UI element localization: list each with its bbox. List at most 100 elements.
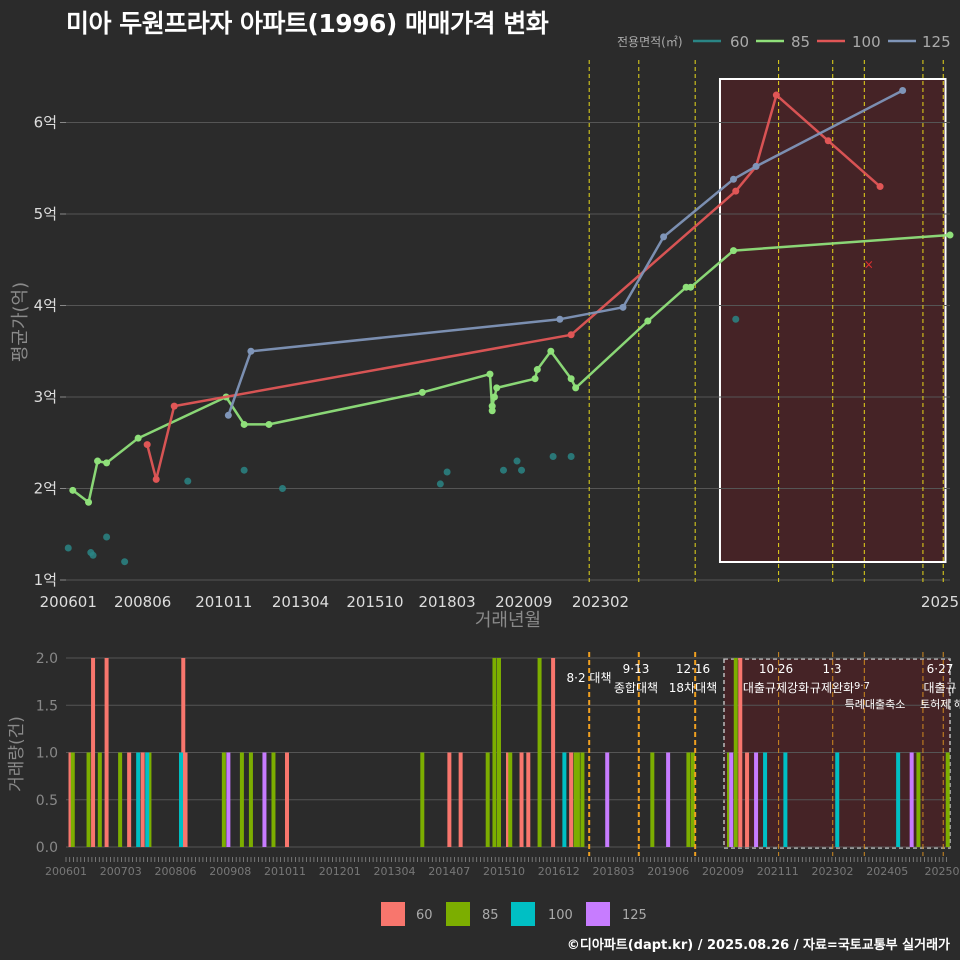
data-point-100 (152, 475, 160, 483)
volume-bar-100 (136, 752, 141, 847)
data-point-85 (85, 498, 93, 506)
volume-x-tick-label: 201510 (483, 865, 525, 878)
volume-bar-60 (447, 752, 452, 847)
bar-legend-swatch-60 (381, 902, 405, 926)
volume-x-tick-label: 201407 (428, 865, 470, 878)
policy-label: 대출규제강화 (743, 681, 809, 695)
volume-bar-85 (508, 752, 513, 847)
policy-label: 특례대출축소 (845, 698, 906, 711)
volume-bar-85 (485, 752, 490, 847)
volume-x-tick-label: 200908 (209, 865, 251, 878)
data-point-60 (443, 468, 451, 476)
volume-bar-85 (945, 752, 950, 847)
volume-bar-85 (147, 752, 152, 847)
data-point-100 (876, 183, 884, 191)
volume-y-tick-label: 1.5 (36, 698, 58, 714)
data-point-85 (488, 402, 496, 410)
data-point-60 (518, 466, 526, 474)
volume-x-tick-label: 201803 (593, 865, 635, 878)
legend-label-85: 85 (791, 33, 810, 51)
price-x-tick-label: 201011 (195, 593, 252, 611)
policy-label: 종합대책 (614, 680, 658, 695)
volume-bar-85 (690, 752, 695, 847)
price-chart: 1억 2억 3억 4억 5억 6억 200601 200806 201011 201304 201… (10, 58, 959, 631)
volume-x-tick-label: 20250 (925, 865, 960, 878)
price-policy-lines (588, 60, 944, 582)
volume-bar-60 (68, 752, 73, 847)
data-point-85 (533, 366, 541, 374)
data-point-85 (486, 370, 494, 378)
volume-bar-85 (86, 752, 91, 847)
volume-bar-85 (221, 752, 226, 847)
volume-y-ticks: 0.0 0.5 1.0 1.5 2.0 (36, 651, 58, 856)
volume-bar-85 (118, 752, 123, 847)
price-x-tick-label: 200601 (40, 593, 97, 611)
data-point-125 (660, 233, 668, 241)
data-point-85 (490, 393, 498, 401)
volume-bar-125 (754, 752, 759, 847)
price-series (64, 86, 954, 566)
price-y-tick-label: 6억 (34, 114, 57, 132)
volume-x-rug (65, 857, 947, 862)
data-point-60 (184, 477, 192, 485)
volume-bar-100 (562, 752, 567, 847)
data-point-60 (240, 466, 248, 474)
volume-bar-125 (909, 752, 914, 847)
volume-bar-60 (140, 752, 145, 847)
data-point-85 (418, 388, 426, 396)
data-point-100 (772, 91, 780, 99)
volume-bar-60 (181, 658, 186, 847)
policy-label: 토허제 해제 (920, 697, 960, 711)
data-point-100 (143, 441, 151, 449)
policy-label: 9·7 (854, 681, 870, 692)
policy-label: 8·2 대책 (567, 670, 612, 685)
legend-label-100: 100 (852, 33, 881, 51)
volume-bar-100 (835, 752, 840, 847)
volume-bar-60 (551, 658, 556, 847)
volume-bar-85 (575, 752, 580, 847)
volume-bar-125 (666, 752, 671, 847)
volume-bar-60 (127, 752, 132, 847)
data-point-60 (567, 452, 575, 460)
volume-bar-60 (526, 752, 531, 847)
policy-label: 12·16 (676, 662, 710, 676)
data-point-100 (567, 331, 575, 339)
volume-bar-85 (420, 752, 425, 847)
price-y-tick-label: 5억 (34, 205, 57, 223)
volume-bar-125 (262, 752, 267, 847)
volume-bar-60 (519, 752, 524, 847)
data-point-100 (732, 187, 740, 195)
volume-chart: 8·2 대책 9·13 종합대책 12·16 18차대책 10·26 대출규제강화 1·3 규제… (7, 651, 960, 878)
volume-x-tick-label: 201612 (538, 865, 580, 878)
volume-x-tick-label: 202302 (812, 865, 854, 878)
bar-legend: 60 85 100 125 (381, 902, 647, 926)
data-point-85 (265, 420, 273, 428)
price-gridlines (66, 122, 950, 581)
volume-x-ticks: 200601 200703 200806 200908 201011 201201 2013… (45, 865, 960, 878)
policy-label: 18차대책 (669, 680, 717, 695)
volume-x-tick-label: 201011 (264, 865, 306, 878)
data-point-85 (946, 231, 954, 239)
price-y-axis-label: 평균가(억) (10, 282, 31, 362)
volume-bar-60 (738, 658, 743, 847)
legend-label-125: 125 (922, 33, 951, 51)
data-point-60 (103, 533, 111, 541)
area-legend-title: 전용면적(㎡) (617, 35, 683, 49)
volume-y-tick-label: 0.0 (36, 840, 58, 856)
volume-bar-60 (745, 752, 750, 847)
volume-bar-85 (686, 752, 691, 847)
policy-label: 9·13 (623, 662, 650, 676)
price-y-tick-label: 1억 (34, 571, 57, 589)
volume-bar-60 (506, 752, 510, 847)
volume-bar-85 (492, 658, 497, 847)
volume-bar-60 (458, 752, 463, 847)
volume-policy-lines (588, 652, 944, 856)
policy-label: 6·27 (927, 662, 954, 676)
volume-bar-85 (239, 752, 244, 847)
volume-bar-85 (248, 752, 253, 847)
data-point-60 (732, 315, 740, 323)
data-point-85 (240, 420, 248, 428)
policy-label: 10·26 (759, 662, 793, 676)
volume-bar-60 (569, 752, 574, 847)
